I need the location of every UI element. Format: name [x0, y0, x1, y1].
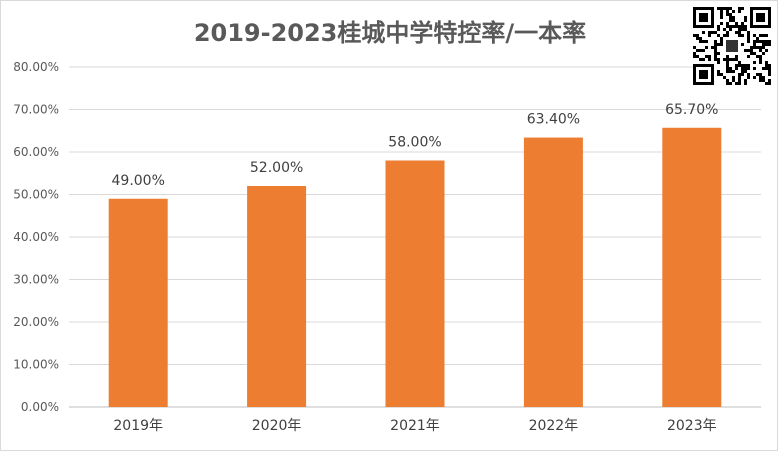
qr-code-icon — [693, 7, 771, 85]
data-label: 65.70% — [665, 102, 718, 118]
data-label: 49.00% — [112, 173, 165, 189]
x-tick-label: 2020年 — [252, 418, 302, 434]
data-label: 52.00% — [250, 160, 303, 176]
y-tick-label: 80.00% — [13, 60, 59, 74]
y-tick-label: 50.00% — [13, 188, 59, 202]
bar-2021年 — [385, 160, 445, 407]
x-tick-label: 2019年 — [113, 418, 163, 434]
x-tick-label: 2023年 — [667, 418, 717, 434]
x-tick-label: 2022年 — [529, 418, 579, 434]
y-tick-label: 40.00% — [13, 230, 59, 244]
y-tick-label: 60.00% — [13, 145, 59, 159]
y-tick-label: 10.00% — [13, 358, 59, 372]
data-label: 63.40% — [527, 112, 580, 128]
y-tick-label: 0.00% — [21, 400, 59, 414]
data-label: 58.00% — [388, 135, 441, 151]
y-tick-label: 30.00% — [13, 273, 59, 287]
bar-2019年 — [108, 198, 168, 407]
y-tick-label: 70.00% — [13, 103, 59, 117]
bar-2023年 — [662, 127, 722, 408]
bar-2022年 — [523, 137, 583, 408]
bar-2020年 — [247, 186, 307, 407]
y-tick-label: 20.00% — [13, 315, 59, 329]
chart-title: 2019-2023桂城中学特控率/一本率 — [193, 19, 587, 47]
x-tick-label: 2021年 — [390, 418, 440, 434]
